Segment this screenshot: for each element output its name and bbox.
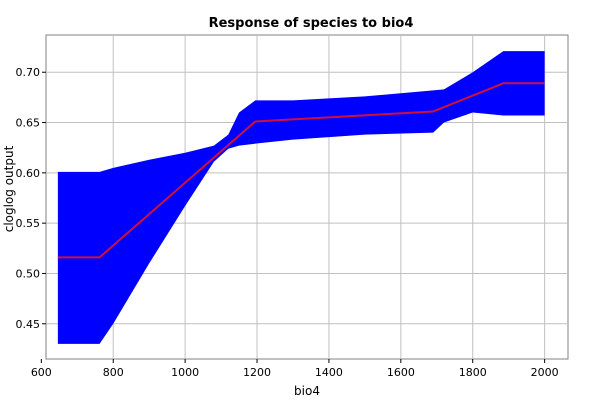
x-tick-label: 1400 bbox=[315, 366, 343, 379]
x-tick-label: 1000 bbox=[171, 366, 199, 379]
x-tick-label: 600 bbox=[31, 366, 52, 379]
chart-title: Response of species to bio4 bbox=[209, 16, 414, 31]
y-tick-label: 0.70 bbox=[16, 66, 41, 79]
x-tick-label: 800 bbox=[103, 366, 124, 379]
confidence-band-layer bbox=[57, 51, 545, 344]
x-axis-label: bio4 bbox=[294, 384, 320, 398]
y-tick-label: 0.55 bbox=[16, 217, 41, 230]
confidence-band bbox=[57, 51, 545, 344]
x-tick-label: 1600 bbox=[387, 366, 415, 379]
y-tick-label: 0.45 bbox=[16, 318, 41, 331]
y-tick-label: 0.60 bbox=[16, 167, 41, 180]
y-tick-label: 0.65 bbox=[16, 117, 41, 130]
x-tick-label: 1800 bbox=[459, 366, 487, 379]
mean-response-line bbox=[57, 82, 545, 259]
x-tick-label: 1200 bbox=[243, 366, 271, 379]
x-tick-label: 2000 bbox=[531, 366, 559, 379]
mean-line-layer bbox=[57, 82, 545, 259]
tick-layer: 600 800 1000 1200 1400 1600 1800 2000 0.45 0.50 0.… bbox=[16, 66, 559, 379]
y-axis-label: cloglog output bbox=[2, 145, 16, 232]
y-tick-label: 0.50 bbox=[16, 267, 41, 280]
